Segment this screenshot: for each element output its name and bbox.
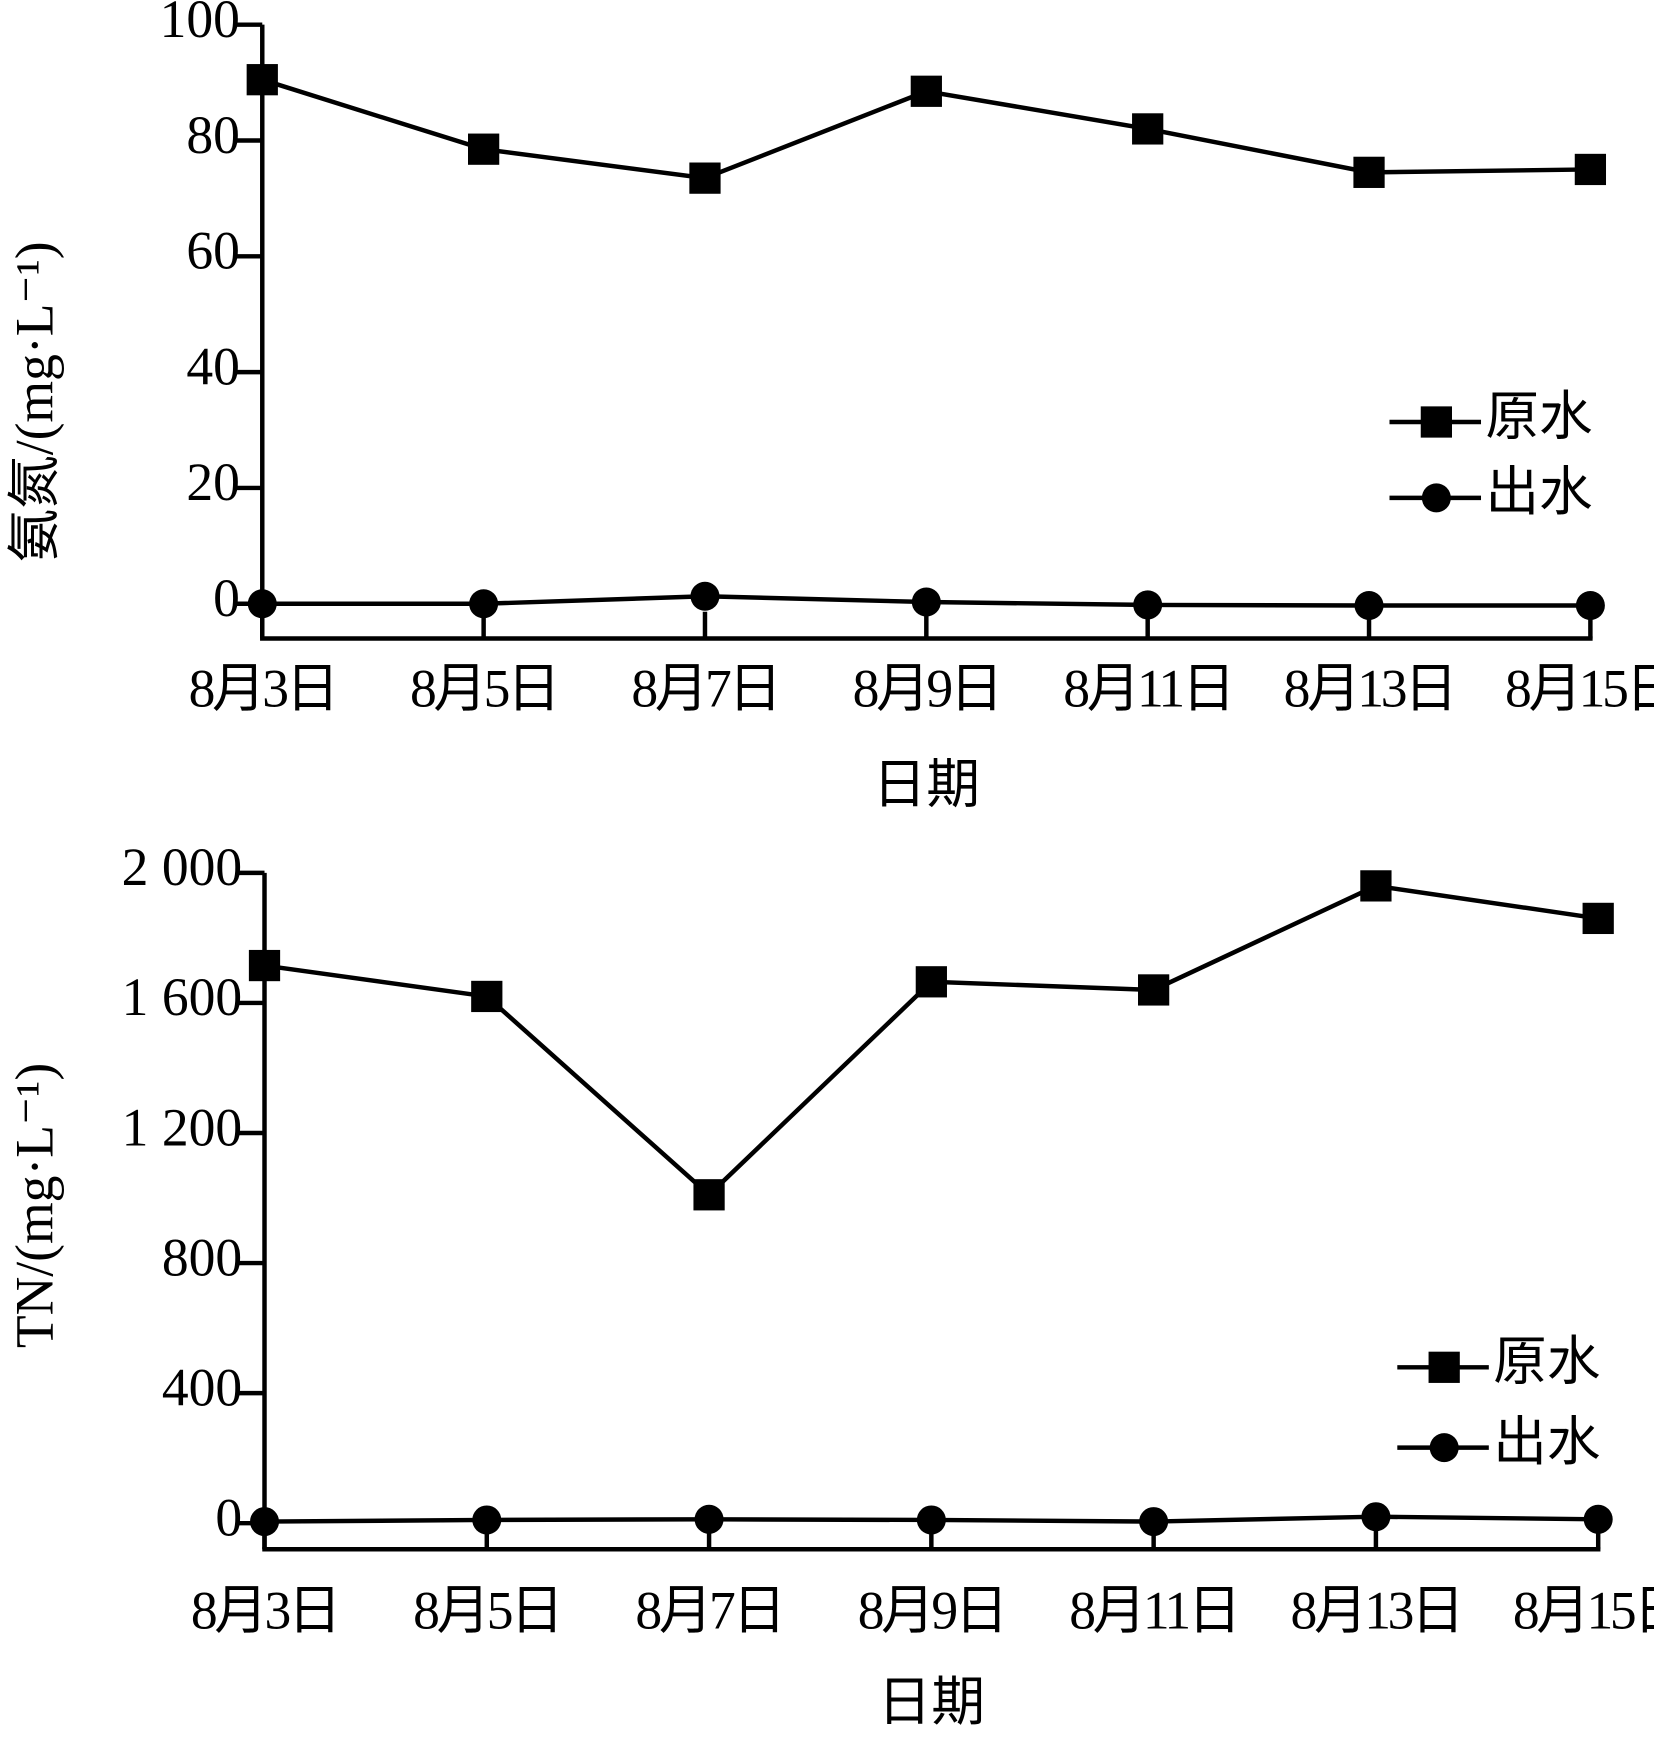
- x-tick-label: 8月3日: [191, 1580, 338, 1640]
- legend-label: 出水: [1493, 1412, 1600, 1472]
- x-tick-label: 8月7日: [631, 659, 778, 719]
- y-tick-label: 40: [186, 336, 240, 396]
- x-tick-label: 8月13日: [1291, 1580, 1462, 1640]
- marker: [1361, 1502, 1391, 1532]
- marker: [694, 1504, 724, 1534]
- marker: [1421, 483, 1451, 513]
- y-tick-label: 20: [186, 452, 240, 512]
- y-tick-label: 0: [213, 568, 240, 628]
- x-tick-label: 8月11日: [1069, 1580, 1238, 1640]
- marker: [1138, 974, 1170, 1006]
- marker: [689, 162, 721, 194]
- series-line: [264, 883, 1599, 1198]
- marker: [247, 589, 277, 619]
- marker: [1575, 590, 1605, 621]
- x-tick-label: 8月5日: [410, 659, 557, 719]
- y-tick-label: 2 000: [122, 837, 243, 897]
- y-tick-label: 80: [186, 105, 240, 165]
- x-axis-title: 日期: [878, 1672, 985, 1732]
- marker: [1583, 1504, 1613, 1534]
- y-tick-label: 1 200: [122, 1097, 243, 1157]
- marker: [1360, 870, 1392, 902]
- marker: [915, 966, 947, 998]
- legend-label: 原水: [1493, 1332, 1600, 1392]
- x-tick-label: 8月13日: [1284, 659, 1455, 719]
- x-axis-title: 日期: [873, 755, 980, 815]
- y-tick-label: 400: [162, 1357, 242, 1417]
- marker: [1429, 1433, 1459, 1463]
- marker: [248, 949, 281, 982]
- legend-label: 出水: [1485, 462, 1592, 522]
- marker: [911, 587, 941, 617]
- y-tick-label: 100: [160, 0, 240, 49]
- y-tick-label: 0: [215, 1488, 242, 1548]
- marker: [1574, 153, 1607, 186]
- y-tick-label: 800: [162, 1227, 242, 1287]
- x-tick-label: 8月9日: [853, 659, 1000, 719]
- x-tick-label: 8月7日: [635, 1580, 782, 1640]
- marker: [471, 980, 503, 1013]
- marker: [1353, 156, 1385, 188]
- x-tick-label: 8月5日: [413, 1580, 560, 1640]
- x-tick-label: 8月9日: [858, 1580, 1005, 1640]
- marker: [916, 1505, 946, 1535]
- marker: [1139, 1507, 1169, 1537]
- y-axis-title: 氨氮/(mg·L⁻¹): [4, 241, 64, 562]
- x-tick-label: 8月11日: [1063, 659, 1232, 719]
- marker: [690, 581, 720, 611]
- marker: [1133, 590, 1163, 620]
- marker: [472, 1505, 502, 1535]
- marker: [1132, 113, 1164, 145]
- marker: [1420, 406, 1452, 438]
- marker: [468, 133, 500, 165]
- y-tick-label: 60: [186, 221, 240, 281]
- marker: [246, 64, 278, 96]
- marker: [693, 1179, 725, 1211]
- marker: [469, 589, 499, 619]
- x-tick-label: 8月3日: [189, 659, 336, 719]
- y-axis-title: TN/(mg·L⁻¹): [4, 1063, 64, 1348]
- marker: [1354, 590, 1384, 621]
- marker: [1428, 1351, 1460, 1383]
- marker: [1582, 902, 1614, 935]
- marker: [910, 75, 942, 107]
- marker: [249, 1507, 280, 1537]
- legend-label: 原水: [1485, 386, 1592, 446]
- y-tick-label: 1 600: [122, 967, 243, 1027]
